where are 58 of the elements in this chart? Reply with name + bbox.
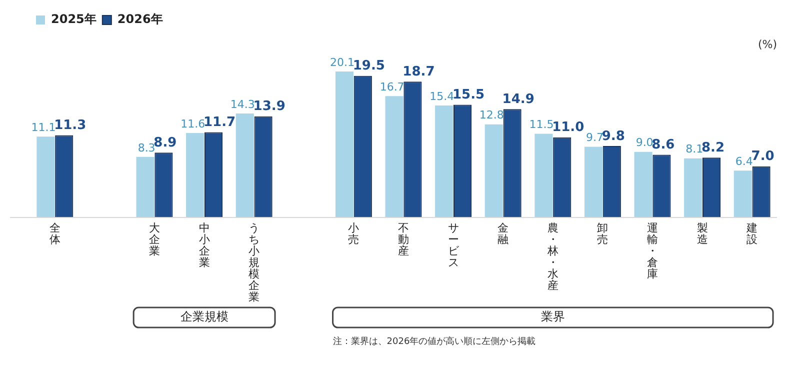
data-label: 11.0 [552,120,584,136]
data-label: 14.9 [502,92,534,107]
x-tick-label: 大企業 [149,221,160,258]
data-label: 11.3 [54,118,86,134]
x-tick-label: 卸売 [597,221,608,246]
data-label: 9.8 [602,128,625,144]
text: 注：業界は、2026年の値が高い順に左側から掲載 [332,336,536,347]
bar [36,136,55,217]
x-tick-label: 不動産 [398,221,409,258]
bar [335,71,354,217]
data-label: 6.4 [735,155,753,168]
x-tick-label: 小売 [348,221,360,246]
data-label: 12.8 [479,108,504,122]
x-tick-label: 建設 [746,221,758,246]
data-label: 8.9 [154,135,177,150]
data-label: 11.1 [31,120,56,134]
text: 業界 [540,310,565,324]
data-label: 20.1 [330,56,355,69]
data-label: 8.3 [138,141,156,154]
data-label: 14.3 [230,98,255,111]
bar [534,134,553,217]
legend-label: 2025年 [51,12,96,26]
x-tick-label: 中小企業 [198,221,210,269]
data-label: 8.1 [686,142,704,156]
x-tick-label: 製造 [696,221,708,246]
y-axis-title: (%) [758,38,777,51]
text: 企業規模 [180,310,228,324]
data-label: 15.5 [452,88,485,103]
x-tick-label: うち小規模企業 [248,221,260,304]
data-label: 9.0 [636,136,654,150]
x-tick-label: 農・林・水産 [546,221,558,292]
bar [684,158,702,217]
bar [385,96,404,217]
data-label: 8.2 [701,140,725,156]
x-tick-label: サービス [448,221,460,269]
bar [435,106,454,217]
bar [136,156,154,217]
bar [584,146,603,217]
data-label: 7.0 [751,149,774,164]
data-label: 16.7 [380,80,404,94]
x-tick-label: 運輸・倉庫 [647,221,658,280]
legend-label: 2026年 [117,12,163,26]
bar [734,170,752,217]
x-tick-label: 全体 [49,221,60,246]
bar [484,124,503,217]
data-label: 18.7 [402,64,435,80]
data-label: 15.4 [430,90,454,103]
data-label: 8.6 [652,138,675,153]
data-label: 19.5 [352,58,385,74]
data-label: 9.7 [586,131,604,144]
bar [634,152,652,217]
data-label: 11.5 [529,118,554,132]
data-label: 11.7 [203,115,236,130]
data-label: 13.9 [253,99,286,114]
data-label: 11.6 [180,117,206,130]
bar [186,133,204,217]
bar [236,113,254,217]
x-tick-label: 金融 [498,221,509,246]
